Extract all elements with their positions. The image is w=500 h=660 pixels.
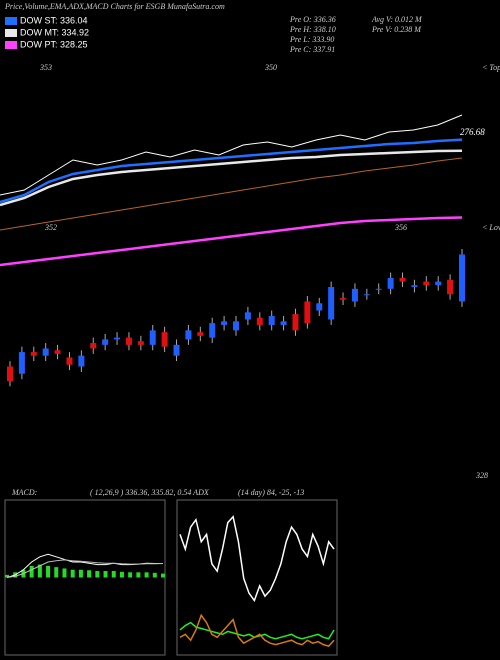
macd-label: ( 12,26,9 ) 336.36, 335.82, 0.54 ADX	[90, 488, 210, 497]
histogram-bar	[161, 573, 165, 578]
adx-frame	[176, 499, 338, 656]
title: Price,Volume,EMA,ADX,MACD Charts for ESG…	[4, 2, 225, 11]
histogram-bar	[152, 572, 157, 578]
macd-frame	[4, 499, 166, 656]
histogram-bar	[54, 567, 59, 578]
candle-body	[316, 303, 323, 311]
series-line	[0, 138, 463, 204]
candle-body	[423, 281, 430, 286]
candle-body	[149, 330, 156, 345]
candle-body	[411, 285, 418, 287]
series-line	[0, 149, 463, 207]
candle-body	[221, 321, 228, 325]
label: 328	[475, 471, 488, 480]
label: 276.68	[460, 127, 485, 137]
candle-body	[280, 321, 287, 325]
histogram-bar	[70, 569, 75, 578]
candle-body	[387, 277, 394, 289]
histogram-bar	[37, 564, 42, 578]
candle-body	[7, 366, 13, 381]
candle-body	[340, 297, 347, 300]
label: 353	[39, 63, 52, 72]
legend-swatch	[5, 41, 17, 49]
candle-body	[447, 279, 454, 295]
candle-body	[102, 339, 109, 345]
histogram-bar	[119, 571, 124, 578]
legend-text: DOW PT: 328.25	[20, 39, 88, 49]
label: 356	[394, 223, 407, 232]
candle-body	[78, 355, 85, 367]
candle-body	[375, 288, 382, 290]
label: < Lowe	[482, 223, 500, 232]
candle-body	[399, 277, 406, 282]
candle-body	[161, 332, 168, 347]
candle-body	[54, 350, 61, 354]
legend-text: DOW ST: 336.04	[20, 15, 88, 25]
legend-swatch	[5, 17, 17, 25]
candle-body	[66, 357, 73, 365]
candle-body	[304, 301, 311, 324]
candle-body	[30, 352, 37, 356]
series-line	[0, 157, 463, 231]
series-line	[179, 515, 335, 603]
candle-body	[292, 314, 299, 331]
series-line	[0, 216, 463, 267]
candle-body	[256, 317, 263, 325]
histogram-bar	[136, 572, 141, 578]
series-line	[0, 114, 463, 196]
candle-body	[209, 323, 216, 338]
histogram-bar	[144, 572, 149, 578]
info: Pre O: 336.36	[289, 15, 336, 24]
candle-body	[197, 332, 204, 336]
candle-body	[137, 341, 144, 345]
histogram-bar	[78, 569, 83, 578]
histogram-bar	[46, 565, 51, 578]
series-line	[6, 559, 164, 578]
info: Pre H: 338.10	[289, 25, 336, 34]
candle-body	[18, 352, 25, 374]
candle-body	[114, 337, 121, 340]
candle-body	[351, 288, 358, 302]
info: Pre V: 0.238 M	[371, 25, 422, 34]
label: < Topu	[482, 63, 500, 72]
label: 352	[44, 223, 57, 232]
candle-body	[244, 312, 251, 320]
label: 350	[264, 63, 277, 72]
series-line	[179, 613, 335, 647]
candle-body	[328, 287, 335, 320]
info: Avg V: 0.012 M	[371, 15, 423, 24]
candle-body	[42, 348, 49, 356]
histogram-bar	[95, 571, 100, 578]
adx-label: (14 day) 84, -25, -13	[238, 488, 304, 497]
histogram-bar	[87, 570, 92, 578]
info: Pre C: 337.91	[289, 45, 335, 54]
histogram-bar	[29, 565, 34, 578]
candle-body	[435, 281, 442, 286]
histogram-bar	[62, 568, 67, 578]
candle-body	[363, 294, 370, 296]
legend-swatch	[5, 29, 17, 37]
info: Pre L: 333.90	[289, 35, 334, 44]
legend-text: DOW MT: 334.92	[20, 27, 89, 37]
candle-body	[185, 330, 192, 340]
macd-label: MACD:	[11, 488, 38, 497]
histogram-bar	[5, 574, 9, 578]
candle-body	[125, 337, 132, 345]
histogram-bar	[128, 572, 133, 578]
candle-body	[233, 321, 239, 331]
candle-body	[268, 315, 275, 325]
histogram-bar	[103, 571, 108, 578]
candle-body	[459, 254, 465, 302]
histogram-bar	[111, 571, 116, 578]
candle-body	[173, 344, 180, 356]
candle-body	[90, 343, 97, 349]
